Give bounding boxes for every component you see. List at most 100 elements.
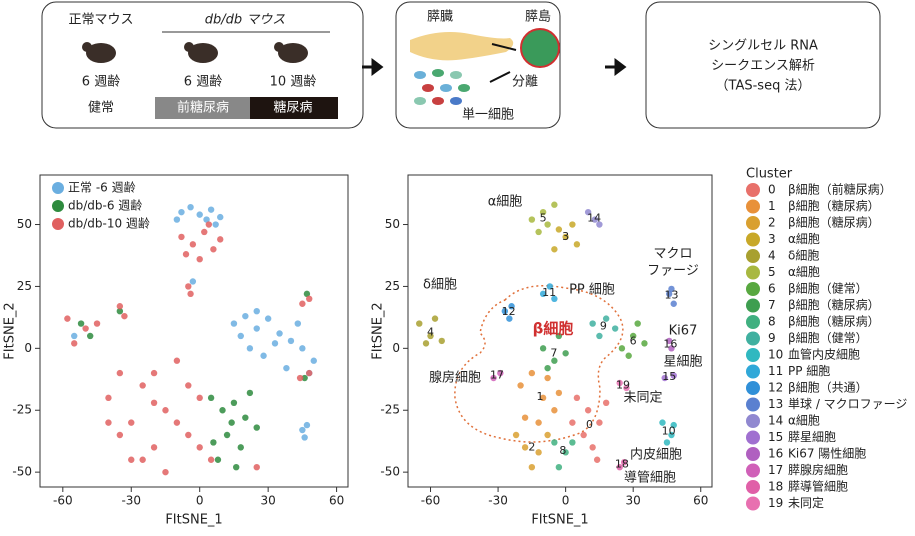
point <box>210 246 217 253</box>
annotation: 内皮細胞 <box>630 447 682 463</box>
point <box>573 241 581 248</box>
isolate-label: 分離 <box>512 75 538 90</box>
point <box>201 228 208 236</box>
point <box>105 394 112 402</box>
point <box>551 246 558 253</box>
annotation: 星細胞 <box>663 355 702 370</box>
point <box>539 394 547 402</box>
cluster-label: 13 <box>664 289 678 302</box>
plot-frame <box>407 174 713 488</box>
cluster-label: 14 <box>587 212 601 225</box>
legend-label: 膵導管細胞 <box>788 479 848 494</box>
annotation: 腺房細胞 <box>429 370 481 386</box>
x-tick-label: 60 <box>693 494 708 508</box>
legend-label: β細胞（共通） <box>788 381 868 395</box>
legend-number: 7 <box>768 298 776 312</box>
point <box>185 382 192 389</box>
point <box>219 407 226 414</box>
point <box>584 208 592 216</box>
point <box>264 315 272 322</box>
point <box>528 463 536 471</box>
legend-marker <box>746 348 760 362</box>
point <box>596 332 603 340</box>
legend-marker <box>746 447 760 461</box>
cluster-label: 15 <box>662 370 676 383</box>
legend-label: db/db-10 週齢 <box>68 216 150 231</box>
age: 10 週齢 <box>270 75 317 90</box>
point <box>490 374 497 382</box>
plot-frame <box>39 174 349 488</box>
point <box>246 389 254 397</box>
legend-number: 16 <box>768 447 783 461</box>
point <box>178 208 185 216</box>
legend-marker <box>746 480 760 494</box>
annotation: α細胞 <box>488 195 523 210</box>
annotation: 導管細胞 <box>624 471 676 486</box>
legend-label: β細胞（健常） <box>788 331 868 345</box>
legend-marker <box>52 200 64 212</box>
group-label: 正常マウス <box>68 13 133 28</box>
point <box>517 382 524 389</box>
point <box>506 315 513 322</box>
legend-marker <box>746 249 760 263</box>
point <box>555 332 563 340</box>
point <box>539 208 547 216</box>
cluster-label: 18 <box>615 458 629 471</box>
point <box>203 216 210 223</box>
point <box>116 369 124 377</box>
point <box>562 449 569 456</box>
point <box>299 426 306 434</box>
legend-number: 5 <box>768 265 776 279</box>
point <box>661 374 668 382</box>
point <box>242 414 249 421</box>
legend-label: α細胞 <box>788 414 820 428</box>
legend-marker <box>746 232 760 247</box>
legend-number: 13 <box>768 397 783 411</box>
point <box>580 431 587 439</box>
annotation: マクロ <box>653 247 692 262</box>
point <box>569 221 576 228</box>
point <box>296 374 304 382</box>
point <box>659 419 666 426</box>
legend-marker <box>746 315 760 329</box>
box-mice <box>41 1 364 129</box>
point <box>591 216 599 223</box>
point <box>230 399 238 407</box>
annotation: 未同定 <box>623 391 662 406</box>
legend-marker <box>746 381 760 395</box>
point <box>173 419 181 426</box>
point <box>86 332 94 340</box>
point <box>71 340 78 347</box>
point <box>260 352 267 359</box>
point <box>438 337 445 345</box>
x-tick-label: -30 <box>121 494 141 508</box>
group-label: db/db マウス <box>205 13 286 28</box>
point <box>217 236 224 243</box>
point <box>618 345 626 352</box>
legend-marker <box>746 463 760 478</box>
point <box>182 251 190 258</box>
point <box>497 369 504 377</box>
point <box>214 456 222 463</box>
y-axis-label: FItSNE_2 <box>3 302 18 359</box>
point <box>573 394 581 402</box>
point <box>596 419 603 426</box>
cluster-label: 10 <box>662 424 676 437</box>
state: 糖尿病 <box>273 100 312 116</box>
state-bg <box>155 97 250 119</box>
beta-region <box>454 285 624 443</box>
point <box>310 357 317 364</box>
analysis-text: シングルセル RNA <box>708 39 818 54</box>
point <box>207 206 215 213</box>
point <box>670 300 677 307</box>
point <box>303 290 311 298</box>
point <box>666 290 673 298</box>
y-tick-label: -25 <box>380 403 400 417</box>
point <box>593 456 601 463</box>
cluster-label: 17 <box>490 369 504 382</box>
annotation: PP 細胞 <box>569 283 615 298</box>
point <box>663 439 671 446</box>
point <box>629 332 637 340</box>
box-analysis <box>645 1 881 129</box>
legend-marker <box>52 182 64 194</box>
